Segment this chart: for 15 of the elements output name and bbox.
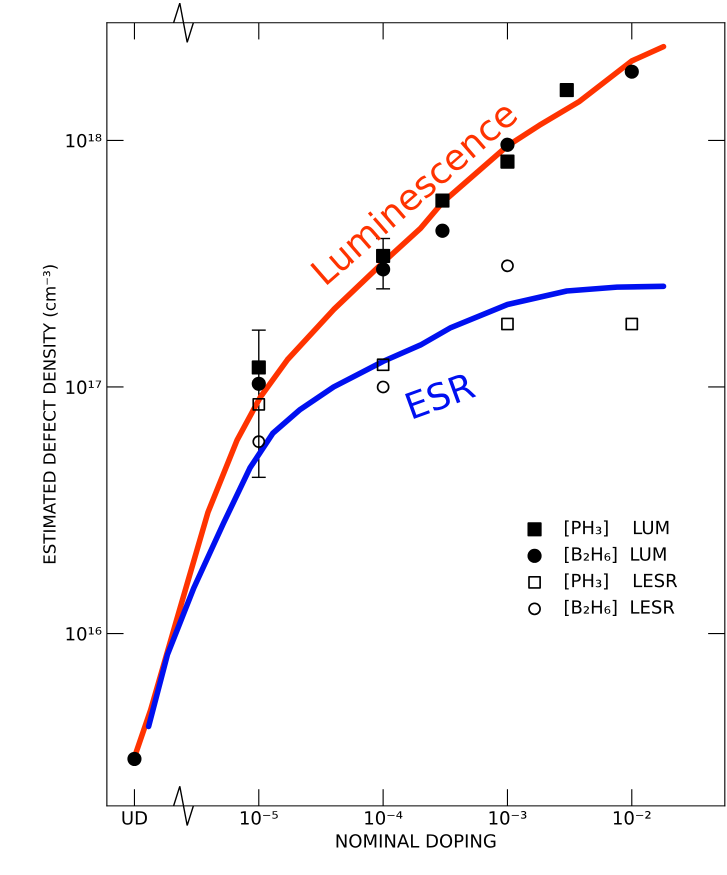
y-axis-title: ESTIMATED DEFECT DENSITY (cm⁻³) xyxy=(42,265,58,564)
x-tick-label: 10⁻⁵ xyxy=(240,811,278,825)
y-tick-label: 10¹⁶ xyxy=(66,626,102,641)
y-tick-label: 10¹⁷ xyxy=(66,380,102,394)
legend-label: [PH₃] LUM xyxy=(565,520,668,536)
x-tick-label: 10⁻² xyxy=(614,811,651,825)
x-tick-label: UD xyxy=(122,811,147,825)
x-tick-label: 10⁻⁴ xyxy=(365,811,402,825)
x-tick-label: 10⁻³ xyxy=(490,811,526,825)
legend-label: [B₂H₆] LUM xyxy=(565,546,666,563)
legend-label: [B₂H₆] LESR xyxy=(565,600,674,616)
y-tick-label: 10¹⁸ xyxy=(66,134,102,148)
x-axis-title: NOMINAL DOPING xyxy=(336,834,496,848)
legend-label: [PH₃] LESR xyxy=(565,573,678,590)
text: ESR xyxy=(404,371,476,420)
